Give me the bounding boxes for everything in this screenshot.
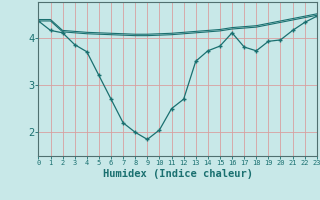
X-axis label: Humidex (Indice chaleur): Humidex (Indice chaleur): [103, 169, 252, 179]
